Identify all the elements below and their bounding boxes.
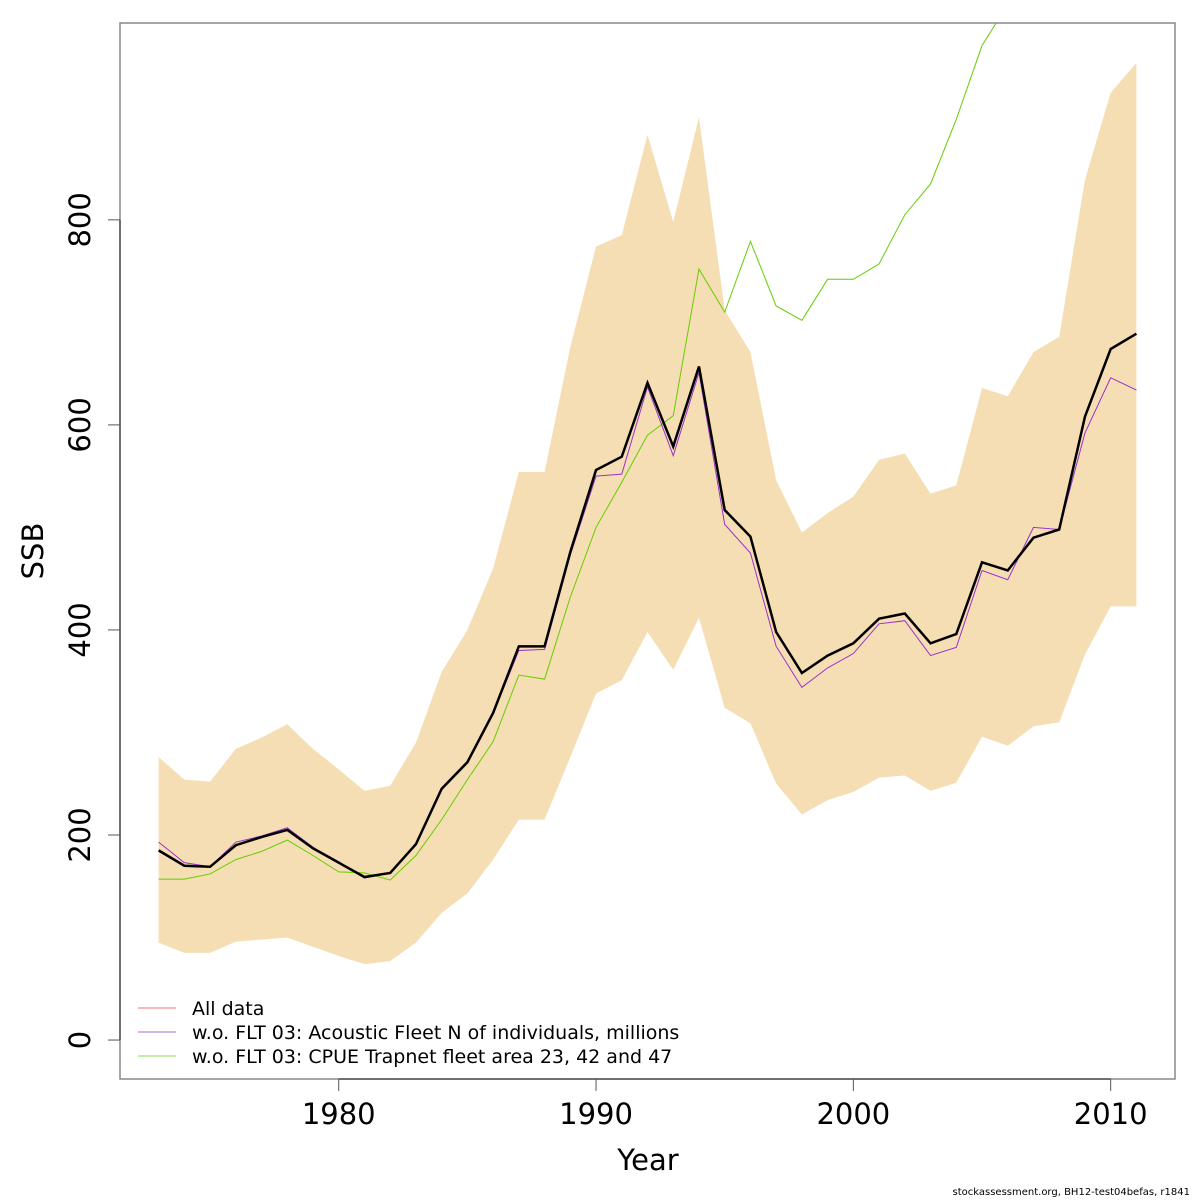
x-tick-label: 1990 — [559, 1097, 633, 1131]
band-layer — [158, 62, 1137, 965]
confidence-band — [158, 62, 1137, 965]
legend-label: w.o. FLT 03: Acoustic Fleet N of individ… — [192, 1022, 679, 1044]
series-line-0 — [158, 23, 997, 881]
y-tick-label: 400 — [63, 602, 97, 657]
x-axis: 1980 1990 2000 2010 — [302, 1078, 1148, 1131]
legend-label: All data — [192, 998, 264, 1020]
y-tick-label: 600 — [63, 397, 97, 452]
footer-credit: stockassessment.org, BH12-test04befas, r… — [952, 1187, 1191, 1198]
x-axis-title: Year — [616, 1143, 678, 1177]
y-axis: 0 200 400 600 800 — [63, 192, 121, 1049]
x-tick-label: 2010 — [1074, 1097, 1148, 1131]
y-axis-title: SSB — [16, 523, 50, 580]
series-line-2 — [157, 332, 1138, 879]
series-layer — [157, 23, 1138, 881]
legend-label: w.o. FLT 03: CPUE Trapnet fleet area 23,… — [192, 1046, 672, 1068]
x-tick-label: 1980 — [302, 1097, 376, 1131]
x-tick-label: 2000 — [816, 1097, 890, 1131]
y-tick-label: 800 — [63, 192, 97, 247]
y-tick-label: 0 — [63, 1031, 97, 1049]
y-tick-label: 200 — [63, 807, 97, 862]
